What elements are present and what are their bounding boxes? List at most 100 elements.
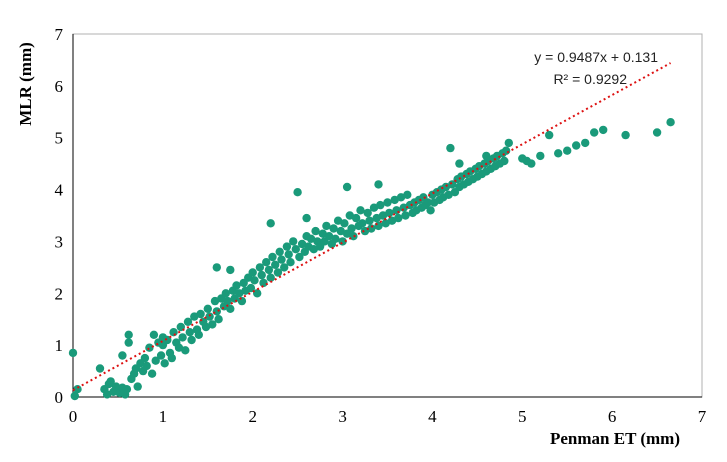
data-point — [311, 226, 320, 236]
x-tick-label: 2 — [248, 407, 257, 426]
data-point — [376, 200, 385, 210]
data-point — [500, 156, 509, 166]
data-point — [351, 213, 361, 223]
data-point — [248, 268, 257, 277]
data-point — [372, 213, 381, 223]
y-axis-title: MLR (mm) — [16, 42, 35, 126]
data-point — [214, 315, 223, 324]
data-point — [181, 346, 190, 355]
data-point — [309, 245, 318, 254]
data-point — [347, 224, 356, 233]
x-tick-label: 0 — [69, 407, 78, 426]
x-tick-label: 4 — [428, 407, 437, 426]
data-point — [196, 309, 205, 319]
data-point — [273, 268, 283, 277]
data-point — [652, 128, 662, 137]
data-point — [237, 296, 247, 306]
data-point — [295, 252, 304, 262]
data-point — [250, 276, 259, 285]
data-point — [381, 219, 390, 228]
data-point — [284, 250, 293, 259]
data-point — [356, 206, 365, 215]
trendline-path — [72, 62, 672, 392]
data-point — [266, 219, 275, 228]
data-point — [455, 159, 464, 168]
data-point — [187, 335, 196, 345]
data-point — [423, 198, 433, 207]
data-point — [374, 221, 383, 231]
trendline-equation: y = 0.9487x + 0.131 — [534, 49, 658, 65]
data-point — [212, 307, 221, 316]
data-point — [280, 263, 289, 272]
data-point — [262, 258, 271, 267]
data-point — [118, 351, 127, 360]
data-point — [122, 385, 132, 394]
data-point — [255, 263, 265, 272]
data-points — [68, 118, 675, 401]
data-point — [378, 211, 388, 220]
data-point — [266, 273, 275, 282]
data-point — [183, 317, 193, 326]
data-point — [392, 206, 401, 215]
data-point — [527, 159, 536, 168]
data-point — [329, 224, 338, 233]
data-point — [306, 234, 316, 243]
data-point — [205, 312, 214, 321]
data-point — [174, 343, 184, 352]
data-point — [167, 353, 176, 363]
data-point — [365, 216, 374, 225]
data-point — [286, 258, 295, 267]
data-point — [235, 289, 244, 298]
data-point — [482, 151, 491, 161]
data-point — [385, 208, 394, 218]
data-point — [190, 312, 199, 321]
x-tick-label: 3 — [338, 407, 347, 426]
data-point — [271, 260, 280, 269]
data-point — [621, 130, 630, 140]
data-point — [212, 263, 221, 272]
data-point — [264, 265, 274, 275]
data-point — [297, 239, 307, 249]
data-point — [324, 232, 334, 241]
data-point — [666, 118, 675, 127]
data-point — [160, 359, 169, 368]
data-point — [246, 283, 256, 293]
data-point — [554, 149, 563, 158]
data-point — [590, 128, 599, 137]
data-point — [536, 151, 545, 161]
data-point — [426, 206, 435, 215]
data-point — [95, 364, 105, 373]
x-tick-label: 5 — [518, 407, 527, 426]
data-point — [289, 237, 298, 246]
data-point — [563, 146, 572, 155]
data-point — [387, 216, 397, 225]
data-point — [277, 255, 286, 264]
data-point — [403, 190, 412, 199]
x-tick-label: 7 — [698, 407, 707, 426]
data-point — [581, 138, 590, 148]
data-point — [374, 180, 383, 189]
data-point — [226, 265, 235, 275]
data-point — [253, 289, 262, 298]
data-point — [401, 211, 410, 220]
axes: 0 1 2 3 4 5 6 7 0 1 2 3 4 5 6 7 — [55, 25, 707, 426]
data-point — [147, 369, 157, 378]
data-point — [340, 219, 349, 228]
data-point — [210, 296, 220, 306]
data-point — [336, 226, 345, 236]
data-point — [124, 330, 133, 339]
data-point — [291, 245, 300, 254]
y-tick-label: 3 — [55, 232, 64, 251]
data-point — [149, 330, 159, 339]
y-tick-label: 5 — [55, 129, 64, 148]
data-point — [102, 390, 112, 399]
data-point — [156, 351, 166, 360]
data-point — [345, 211, 354, 220]
data-point — [441, 182, 451, 192]
data-point — [201, 322, 211, 332]
data-point — [259, 278, 268, 288]
data-point — [331, 234, 340, 243]
data-point — [68, 348, 78, 358]
data-point — [363, 208, 372, 218]
